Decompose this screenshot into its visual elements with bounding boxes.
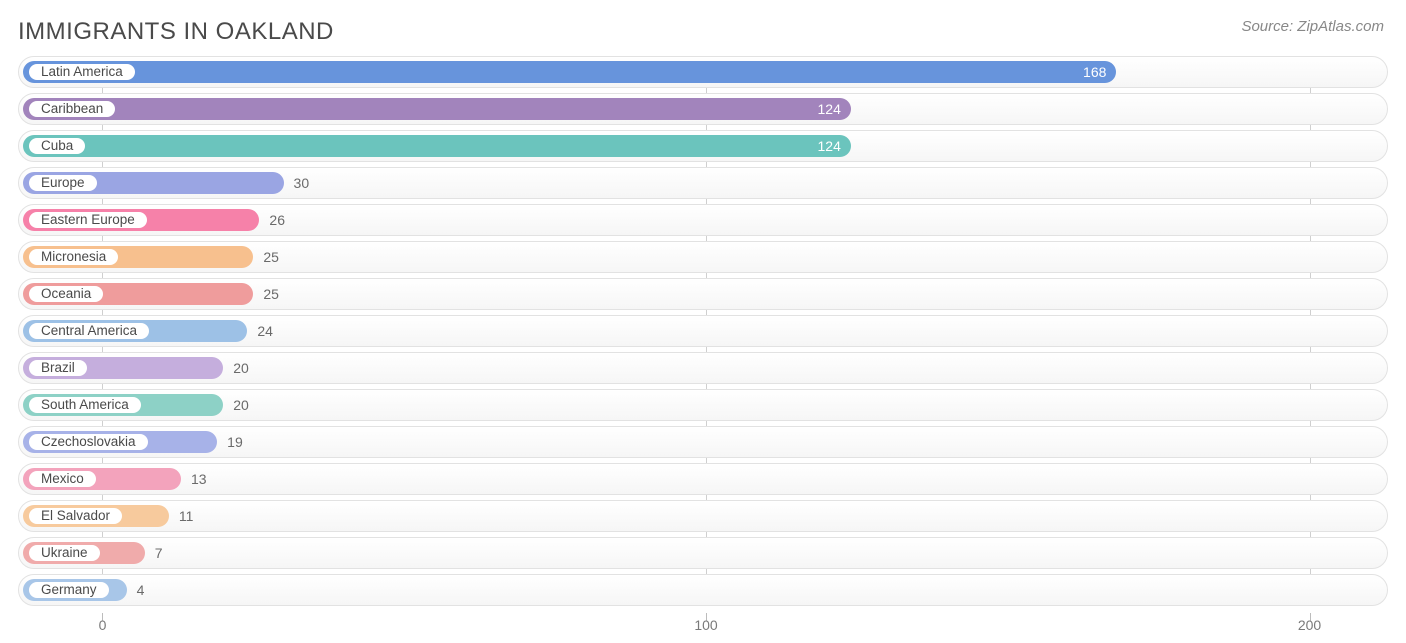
value-label: 20 bbox=[233, 352, 249, 384]
value-label: 7 bbox=[155, 537, 163, 569]
bar-track bbox=[18, 352, 1388, 384]
bar bbox=[23, 98, 851, 120]
bar-row: Cuba 124 bbox=[18, 130, 1388, 162]
bar-row: Central America 24 bbox=[18, 315, 1388, 347]
bar-row: Germany 4 bbox=[18, 574, 1388, 606]
category-label: South America bbox=[29, 397, 141, 413]
chart-source: Source: ZipAtlas.com bbox=[1241, 18, 1384, 35]
x-tick-label: 200 bbox=[1298, 617, 1321, 633]
value-label: 20 bbox=[233, 389, 249, 421]
category-label: Europe bbox=[29, 175, 97, 191]
bar-track bbox=[18, 537, 1388, 569]
x-tick-label: 100 bbox=[694, 617, 717, 633]
bar-row: Europe 30 bbox=[18, 167, 1388, 199]
bar-row: South America 20 bbox=[18, 389, 1388, 421]
bar-row: Ukraine 7 bbox=[18, 537, 1388, 569]
value-label: 25 bbox=[263, 241, 279, 273]
chart-title: IMMIGRANTS IN OAKLAND bbox=[18, 18, 334, 46]
bar-row: Czechoslovakia 19 bbox=[18, 426, 1388, 458]
bar-row: Brazil 20 bbox=[18, 352, 1388, 384]
bar-row: Latin America 168 bbox=[18, 56, 1388, 88]
bar-track bbox=[18, 463, 1388, 495]
category-label: Eastern Europe bbox=[29, 212, 147, 228]
value-label: 11 bbox=[179, 500, 194, 532]
value-label: 24 bbox=[257, 315, 273, 347]
category-label: Mexico bbox=[29, 471, 96, 487]
x-tick-label: 0 bbox=[99, 617, 107, 633]
x-axis: 0 100 200 bbox=[18, 611, 1388, 639]
category-label: Czechoslovakia bbox=[29, 434, 148, 450]
bar-row: Oceania 25 bbox=[18, 278, 1388, 310]
value-label: 25 bbox=[263, 278, 279, 310]
bar bbox=[23, 61, 1116, 83]
bar bbox=[23, 135, 851, 157]
category-label: Brazil bbox=[29, 360, 87, 376]
category-label: Germany bbox=[29, 582, 109, 598]
bar-track bbox=[18, 500, 1388, 532]
bar-row: Micronesia 25 bbox=[18, 241, 1388, 273]
value-label: 30 bbox=[294, 167, 310, 199]
bar-track bbox=[18, 389, 1388, 421]
value-label: 19 bbox=[227, 426, 243, 458]
category-label: Central America bbox=[29, 323, 149, 339]
value-label: 26 bbox=[269, 204, 285, 236]
category-label: El Salvador bbox=[29, 508, 122, 524]
plot: Latin America 168 Caribbean 124 Cuba 124 Europ… bbox=[18, 56, 1388, 606]
bar-row: El Salvador 11 bbox=[18, 500, 1388, 532]
bar-track bbox=[18, 426, 1388, 458]
category-label: Micronesia bbox=[29, 249, 118, 265]
category-label: Caribbean bbox=[29, 101, 115, 117]
category-label: Cuba bbox=[29, 138, 85, 154]
value-label: 124 bbox=[818, 93, 841, 125]
value-label: 124 bbox=[818, 130, 841, 162]
chart-area: Latin America 168 Caribbean 124 Cuba 124 Europ… bbox=[0, 56, 1406, 639]
value-label: 4 bbox=[137, 574, 145, 606]
value-label: 168 bbox=[1083, 56, 1106, 88]
bar-track bbox=[18, 574, 1388, 606]
bar-row: Mexico 13 bbox=[18, 463, 1388, 495]
category-label: Latin America bbox=[29, 64, 135, 80]
value-label: 13 bbox=[191, 463, 207, 495]
category-label: Oceania bbox=[29, 286, 103, 302]
bar-row: Caribbean 124 bbox=[18, 93, 1388, 125]
category-label: Ukraine bbox=[29, 545, 100, 561]
bar-row: Eastern Europe 26 bbox=[18, 204, 1388, 236]
